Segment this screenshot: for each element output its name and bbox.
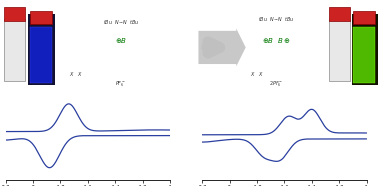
Bar [353,11,375,24]
Bar [4,7,25,21]
Bar [353,27,375,84]
Bar [352,14,378,85]
Bar [28,14,55,85]
Text: $2PF_6^-$: $2PF_6^-$ [269,79,283,89]
Bar [329,19,350,81]
Bar [30,27,52,84]
Bar [30,11,52,24]
Bar [4,19,25,81]
Text: $\oplus B$: $\oplus B$ [115,36,127,45]
Text: $PF_6^-$: $PF_6^-$ [115,79,127,89]
Text: $X$   $X$: $X$ $X$ [250,70,264,78]
Bar [329,7,350,21]
Text: $tBu$  $N\!\sim\!N$  $tBu$: $tBu$ $N\!\sim\!N$ $tBu$ [258,15,294,23]
Text: $\oplus B$  $B\oplus$: $\oplus B$ $B\oplus$ [262,36,290,45]
Text: $X$   $X$: $X$ $X$ [69,70,82,78]
FancyArrow shape [198,28,246,66]
Text: $tBu$  $N\!\sim\!N$  $tBu$: $tBu$ $N\!\sim\!N$ $tBu$ [103,18,139,26]
